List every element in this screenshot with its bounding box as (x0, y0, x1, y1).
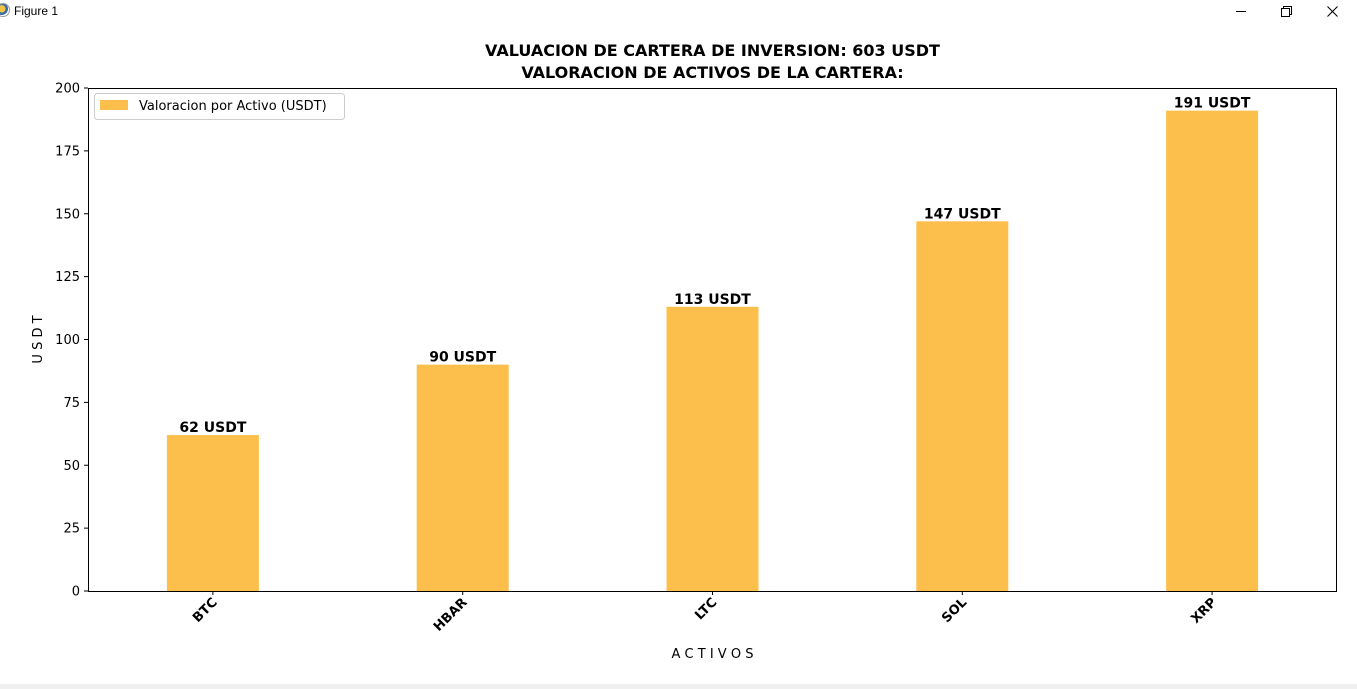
y-tick-label: 0 (72, 585, 80, 600)
bar-btc (166, 435, 259, 591)
window-bottom-edge (0, 684, 1357, 689)
y-tick-label: 100 (55, 333, 80, 348)
x-tick-label: SOL (939, 595, 970, 626)
legend-entry: Valoracion por Activo (USDT) (139, 99, 327, 114)
chart-subtitle: VALORACION DE ACTIVOS DE LA CARTERA: (521, 63, 903, 82)
y-tick-label: 200 (55, 82, 80, 97)
restore-button[interactable] (1263, 0, 1309, 22)
y-tick-label: 150 (55, 207, 80, 222)
x-tick-label: LTC (692, 595, 720, 623)
minimize-button[interactable] (1218, 0, 1264, 22)
y-tick-label: 50 (63, 459, 80, 474)
bar-labels-group: 62 USDT 90 USDT 113 USDT 147 USDT 191 USDT (179, 96, 1250, 436)
bar-xrp (1166, 110, 1259, 591)
bar-value-label: 191 USDT (1174, 96, 1251, 112)
bar-value-label: 62 USDT (179, 420, 246, 436)
y-tick-label: 125 (55, 270, 80, 285)
y-tick-label: 75 (63, 396, 80, 411)
minimize-icon (1236, 11, 1246, 12)
plot-frame (88, 88, 1337, 592)
chart-title: VALUACION DE CARTERA DE INVERSION: 603 U… (485, 41, 940, 60)
app-icon (0, 3, 10, 17)
bar-hbar (416, 364, 509, 591)
y-axis: 0 25 50 75 100 125 150 175 200 (55, 82, 88, 600)
x-tick-label: BTC (190, 595, 221, 626)
y-tick-label: 175 (55, 144, 80, 159)
close-button[interactable] (1309, 0, 1355, 22)
window-title: Figure 1 (14, 4, 59, 18)
bar-value-label: 90 USDT (429, 350, 496, 366)
y-tick-label: 25 (63, 522, 80, 537)
x-axis-label: A C T I V O S (672, 647, 754, 662)
x-tick-label: HBAR (431, 595, 471, 635)
restore-icon (1280, 5, 1292, 17)
y-axis-label: U S D T (31, 315, 46, 363)
window-titlebar: Figure 1 (0, 0, 1357, 22)
bar-ltc (666, 306, 759, 591)
bar-value-label: 147 USDT (924, 206, 1001, 222)
x-tick-label: XRP (1188, 595, 1220, 627)
bar-chart: VALUACION DE CARTERA DE INVERSION: 603 U… (31, 41, 1337, 662)
bars-group (166, 110, 1259, 592)
bar-sol (916, 221, 1009, 592)
legend: Valoracion por Activo (USDT) (94, 93, 345, 120)
close-icon (1326, 5, 1338, 17)
bar-value-label: 113 USDT (674, 292, 751, 308)
legend-box (94, 93, 345, 120)
legend-swatch (100, 100, 128, 110)
x-axis: BTC HBAR LTC SOL XRP (190, 591, 1220, 635)
